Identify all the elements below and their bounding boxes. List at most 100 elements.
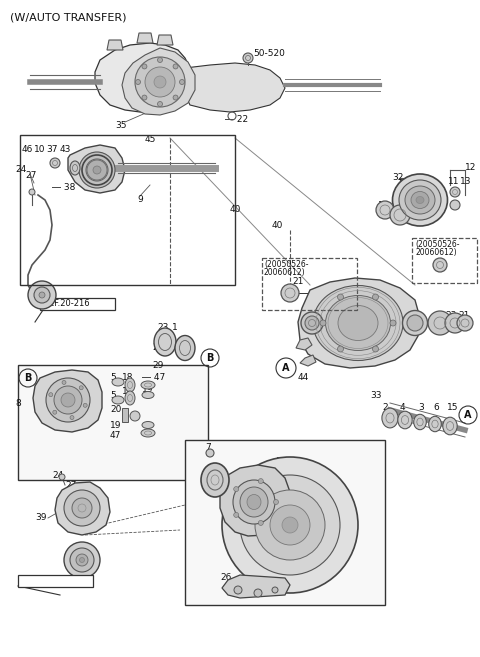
Ellipse shape: [443, 417, 457, 435]
Circle shape: [337, 294, 344, 300]
Text: 10: 10: [34, 145, 46, 154]
Circle shape: [79, 386, 83, 390]
Text: 6: 6: [433, 403, 439, 411]
Circle shape: [59, 474, 65, 480]
Text: 8: 8: [15, 399, 21, 409]
Circle shape: [173, 95, 178, 100]
Ellipse shape: [247, 495, 261, 509]
Ellipse shape: [403, 311, 428, 336]
Ellipse shape: [70, 161, 80, 175]
Text: (20050526-: (20050526-: [415, 240, 459, 248]
Circle shape: [450, 187, 460, 197]
Text: 40: 40: [230, 206, 241, 214]
Circle shape: [282, 517, 298, 533]
Polygon shape: [296, 338, 312, 350]
Circle shape: [372, 346, 379, 352]
Ellipse shape: [141, 429, 155, 437]
Circle shape: [206, 449, 214, 457]
Text: ― 41: ― 41: [255, 576, 278, 585]
Ellipse shape: [201, 463, 229, 497]
Polygon shape: [157, 35, 173, 45]
Ellipse shape: [429, 417, 441, 432]
Circle shape: [243, 53, 253, 63]
Text: 46: 46: [22, 145, 34, 154]
Text: 34: 34: [330, 484, 341, 493]
Text: 11: 11: [448, 177, 459, 187]
Text: 27: 27: [25, 171, 36, 179]
Circle shape: [274, 499, 278, 505]
Text: 2: 2: [382, 403, 388, 411]
Text: 18: 18: [122, 388, 133, 397]
Circle shape: [83, 403, 87, 407]
Ellipse shape: [405, 186, 435, 214]
Text: 21: 21: [292, 277, 303, 286]
Circle shape: [320, 320, 326, 326]
Text: 19: 19: [142, 386, 154, 394]
Text: 20: 20: [110, 405, 121, 415]
Ellipse shape: [325, 296, 391, 350]
Ellipse shape: [175, 336, 195, 361]
Text: 16: 16: [395, 200, 407, 210]
Text: 7: 7: [205, 443, 211, 451]
Ellipse shape: [407, 315, 423, 331]
Circle shape: [49, 393, 53, 397]
Text: 5: 5: [110, 373, 116, 382]
Text: 1: 1: [172, 323, 178, 332]
Text: B: B: [206, 353, 214, 363]
Circle shape: [130, 411, 140, 421]
Ellipse shape: [399, 180, 441, 220]
Circle shape: [46, 378, 90, 422]
Polygon shape: [298, 278, 420, 368]
Circle shape: [135, 79, 141, 85]
Circle shape: [70, 415, 74, 420]
Text: 13: 13: [460, 177, 471, 187]
Text: A: A: [464, 410, 472, 420]
Ellipse shape: [233, 480, 275, 524]
Text: A: A: [282, 363, 290, 373]
Text: 23: 23: [445, 311, 456, 319]
Circle shape: [145, 67, 175, 97]
Polygon shape: [122, 48, 195, 115]
Text: 43: 43: [60, 145, 72, 154]
Circle shape: [50, 158, 60, 168]
Ellipse shape: [411, 191, 429, 208]
Text: 40: 40: [272, 221, 283, 229]
Polygon shape: [122, 408, 128, 422]
Circle shape: [234, 512, 239, 518]
Ellipse shape: [393, 174, 447, 226]
Bar: [412, 238, 477, 283]
Circle shape: [28, 281, 56, 309]
Circle shape: [234, 487, 239, 491]
Circle shape: [240, 475, 340, 575]
Text: 37: 37: [46, 145, 58, 154]
Text: ― 22: ― 22: [225, 116, 248, 124]
Text: 27: 27: [65, 480, 76, 489]
Polygon shape: [33, 370, 102, 432]
Text: 29: 29: [152, 361, 163, 369]
Text: 30: 30: [275, 457, 287, 466]
Text: 45: 45: [145, 135, 156, 145]
Ellipse shape: [457, 315, 473, 331]
Bar: [262, 258, 357, 310]
Ellipse shape: [305, 316, 319, 330]
Circle shape: [255, 490, 325, 560]
Text: 20060612): 20060612): [415, 248, 456, 256]
Text: 51: 51: [435, 263, 446, 273]
Polygon shape: [185, 63, 285, 112]
Circle shape: [135, 57, 185, 107]
Text: 50-520: 50-520: [253, 49, 285, 58]
Ellipse shape: [390, 205, 410, 225]
Text: 29: 29: [152, 344, 163, 353]
Ellipse shape: [125, 391, 135, 405]
Circle shape: [337, 346, 344, 352]
Text: 26: 26: [220, 574, 231, 583]
Polygon shape: [68, 145, 125, 193]
Text: (W/AUTO TRANSFER): (W/AUTO TRANSFER): [10, 12, 127, 22]
Circle shape: [258, 478, 264, 484]
Circle shape: [79, 152, 115, 188]
Text: ― 38: ― 38: [52, 183, 75, 193]
Polygon shape: [55, 482, 110, 535]
Circle shape: [270, 505, 310, 545]
Ellipse shape: [125, 378, 135, 392]
Circle shape: [142, 64, 147, 69]
